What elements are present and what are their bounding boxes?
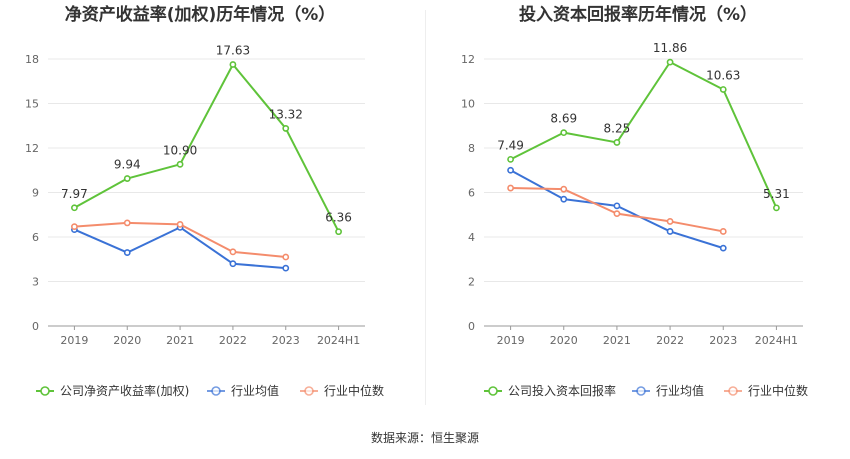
data-point-median (719, 228, 727, 235)
legend-item-avg: 行业均值 (207, 383, 279, 398)
legend-label: 行业中位数 (324, 383, 384, 398)
data-label: 7.97 (61, 187, 88, 201)
data-point-median (560, 185, 568, 193)
data-point-company (335, 228, 342, 236)
y-tick-label: 15 (25, 98, 39, 111)
x-tick-label: 2024H1 (755, 334, 798, 347)
legend-item-median: 行业中位数 (300, 383, 384, 398)
data-point-avg (613, 202, 621, 210)
y-tick-label: 12 (461, 53, 475, 66)
y-tick-label: 0 (468, 320, 475, 333)
data-point-median (613, 210, 621, 218)
data-label: 9.94 (114, 158, 141, 172)
chart-title: 投入资本回报率历年情况（%） (519, 4, 757, 25)
x-tick-label: 2020 (550, 334, 578, 347)
y-tick-label: 12 (25, 142, 39, 155)
data-point-company (773, 204, 780, 212)
data-point-median (229, 248, 237, 256)
data-point-avg (507, 166, 514, 174)
data-point-median (282, 253, 290, 261)
data-label: 10.63 (706, 68, 740, 82)
data-point-company (507, 155, 514, 163)
legend-label: 公司净资产收益率(加权) (60, 383, 189, 398)
data-point-median (507, 184, 514, 192)
chart-panel-1: 净资产收益率(加权)历年情况（%） 0 3 6 9 12 15 18 2019 2020 2021 2… (25, 4, 384, 398)
x-tick-label: 2021 (166, 334, 194, 347)
x-tick-label: 2019 (497, 334, 525, 347)
y-tick-label: 8 (468, 142, 475, 155)
data-point-avg (719, 244, 727, 252)
data-point-median (71, 223, 78, 231)
y-tick-label: 18 (25, 53, 39, 66)
legend-marker (211, 386, 221, 396)
data-point-company (282, 125, 290, 132)
y-tick-label: 2 (468, 276, 475, 289)
legend-marker (488, 386, 498, 396)
data-point-company (666, 58, 674, 66)
x-tick-label: 2021 (603, 334, 631, 347)
data-point-company (229, 61, 237, 68)
legend-item-company: 公司净资产收益率(加权) (36, 383, 189, 398)
x-tick-label: 2022 (219, 334, 247, 347)
data-source: 数据来源：恒生聚源 (371, 430, 479, 445)
x-tick-label: 2023 (272, 334, 300, 347)
data-point-median (123, 219, 131, 227)
data-point-company (719, 86, 727, 93)
data-point-median (666, 218, 674, 225)
data-point-avg (123, 249, 131, 256)
y-tick-label: 6 (32, 231, 39, 244)
data-label: 8.69 (550, 112, 577, 126)
x-tick-label: 2024H1 (317, 334, 360, 347)
legend-label: 行业均值 (656, 383, 704, 398)
series-line-company (510, 61, 778, 209)
data-label: 6.36 (325, 211, 352, 225)
y-tick-label: 3 (32, 276, 39, 289)
data-label: 5.31 (763, 187, 790, 201)
legend-marker (728, 386, 738, 396)
x-tick-label: 2019 (60, 334, 88, 347)
data-label: 13.32 (269, 107, 303, 121)
y-tick-label: 9 (32, 187, 39, 200)
data-label: 11.86 (653, 41, 687, 55)
series-line-avg (74, 226, 286, 270)
data-point-company (71, 204, 78, 212)
y-tick-label: 10 (461, 98, 475, 111)
data-label: 7.49 (497, 138, 524, 152)
data-point-avg (282, 264, 290, 272)
data-label: 8.25 (604, 121, 631, 135)
data-point-avg (229, 260, 237, 268)
data-point-avg (666, 228, 674, 235)
y-tick-label: 4 (468, 231, 475, 244)
data-point-avg (560, 195, 568, 203)
data-point-median (176, 220, 184, 228)
y-tick-label: 0 (32, 320, 39, 333)
x-tick-label: 2022 (656, 334, 684, 347)
series-line-median (510, 187, 724, 233)
legend-label: 行业中位数 (748, 383, 808, 398)
data-point-company (123, 175, 131, 182)
series-line-company (73, 63, 340, 233)
legend-marker (636, 386, 646, 396)
legend-marker (40, 386, 50, 396)
legend-item-avg: 行业均值 (632, 383, 704, 398)
chart-title: 净资产收益率(加权)历年情况（%） (65, 4, 336, 25)
data-point-company (176, 160, 184, 168)
x-tick-label: 2020 (113, 334, 141, 347)
legend-item-company: 公司投入资本回报率 (484, 383, 616, 398)
data-point-company (613, 139, 621, 146)
chart-panel-2: 投入资本回报率历年情况（%） 0 2 4 6 8 10 12 2019 2020 2021 2022 2… (461, 4, 808, 398)
legend-item-median: 行业中位数 (724, 383, 808, 398)
x-tick-label: 2023 (709, 334, 737, 347)
data-label: 10.90 (163, 143, 197, 157)
data-label: 17.63 (216, 43, 250, 57)
legend-marker (304, 386, 314, 396)
data-point-company (560, 129, 568, 137)
legend-label: 行业均值 (231, 383, 279, 398)
legend-label: 公司投入资本回报率 (508, 383, 616, 398)
y-tick-label: 6 (468, 187, 475, 200)
